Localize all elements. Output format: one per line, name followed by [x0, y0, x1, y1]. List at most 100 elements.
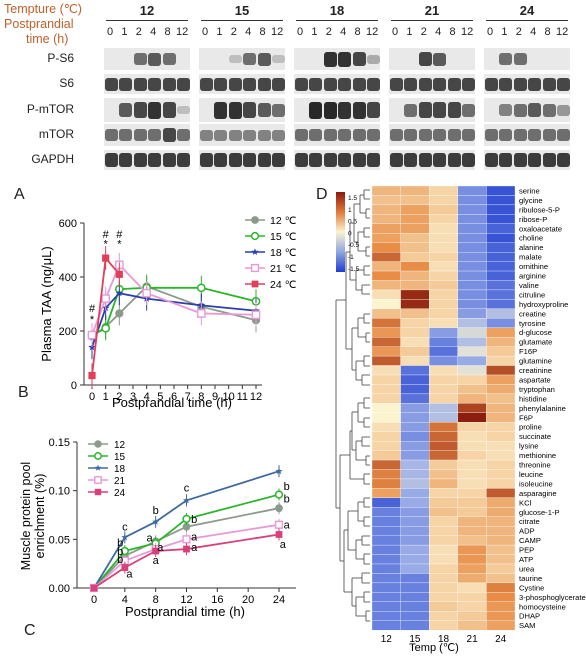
- x-tick-label: 11: [237, 391, 248, 403]
- blot-band: [447, 129, 461, 141]
- blot-band: [162, 53, 176, 65]
- heatmap-cell: [486, 478, 516, 489]
- heatmap-row-label: histidine: [519, 394, 547, 403]
- blot-band: [295, 129, 308, 141]
- heatmap-cell: [486, 611, 516, 621]
- blot-band: [214, 130, 228, 141]
- heatmap-cell: [400, 393, 430, 404]
- heatmap-cell: [400, 242, 430, 253]
- heatmap-cell: [371, 431, 401, 442]
- heatmap-cell: [429, 393, 458, 404]
- heatmap-cell: [400, 526, 430, 536]
- blot-band: [295, 153, 308, 167]
- heatmap-cell: [486, 242, 516, 253]
- blot-group-label: 24: [519, 3, 535, 18]
- blot-band: [499, 53, 513, 65]
- heatmap-cell: [429, 526, 458, 536]
- blot-band: [404, 153, 418, 167]
- colorbar-tick-label: -0.5: [348, 242, 360, 249]
- data-point: [115, 289, 124, 297]
- blot-band: [338, 153, 352, 167]
- heatmap-cell: [486, 346, 516, 357]
- heatmap-cell: [429, 261, 458, 272]
- heatmap-cell: [486, 214, 516, 224]
- heatmap-cell: [457, 204, 487, 215]
- significance-letter: a: [126, 568, 133, 580]
- colorbar-tick-label: 0.5: [348, 219, 357, 226]
- blot-band: [513, 78, 527, 91]
- blot-band: [105, 129, 118, 141]
- blot-timepoint-label: 4: [150, 26, 157, 38]
- blot-timepoint-label: 12: [366, 26, 379, 38]
- heatmap-cell: [457, 337, 487, 347]
- heatmap-cell: [486, 318, 516, 328]
- heatmap-cell: [400, 431, 430, 442]
- blot-band: [309, 129, 323, 141]
- heatmap-cell: [429, 355, 458, 366]
- heatmap-cell: [400, 422, 430, 432]
- heatmap-cell: [486, 526, 516, 536]
- heatmap-row-label: glutamine: [519, 357, 552, 366]
- heatmap-cell: [486, 185, 516, 196]
- enrichment-ylabel-line2: enrichment (%): [33, 474, 47, 559]
- plasma-taa-series: [87, 246, 261, 388]
- colorbar-tick-label: 1.5: [348, 195, 357, 202]
- y-tick-label: 0.10: [49, 486, 70, 498]
- heatmap-cell: [400, 488, 430, 498]
- heatmap-cell: [371, 185, 401, 196]
- x-tick-label: 12: [180, 594, 192, 606]
- blot-timepoint-label: 8: [544, 26, 551, 38]
- blot-band: [148, 53, 162, 66]
- heatmap-cell: [429, 223, 458, 234]
- blot-band: [243, 102, 257, 118]
- blot-group-underline: [486, 20, 568, 21]
- heatmap-cell: [371, 469, 401, 480]
- x-tick-label: 12: [250, 391, 262, 403]
- heatmap-column-label: 15: [409, 634, 421, 645]
- metabolite-heatmap: 1.510.50-0.5-1-1.5 serineglycineribulose…: [335, 185, 586, 654]
- blot-timepoint-label: 1: [501, 26, 508, 38]
- heatmap-cell: [486, 497, 516, 508]
- blot-membrane: [484, 48, 570, 70]
- blot-band: [418, 52, 432, 66]
- heatmap-cell: [371, 308, 401, 319]
- blot-band: [272, 130, 285, 141]
- heatmap-cell: [400, 440, 430, 451]
- heatmap-cell: [371, 592, 401, 602]
- blot-membrane: [104, 48, 190, 70]
- data-point: [251, 216, 259, 224]
- heatmap-cell: [400, 412, 430, 423]
- heatmap-cell: [486, 270, 516, 281]
- heatmap-cell: [371, 422, 401, 432]
- heatmap-cell: [429, 422, 458, 432]
- blot-band: [367, 153, 380, 167]
- heatmap-row-label: lysine: [519, 442, 538, 451]
- heatmap-cell: [400, 563, 430, 574]
- heatmap-row-label: arginine: [519, 272, 546, 281]
- blot-band: [542, 129, 556, 141]
- heatmap-cell: [457, 544, 487, 555]
- heatmap-row-label: asparagine: [519, 489, 557, 498]
- heatmap-cell: [400, 573, 430, 584]
- heatmap-cell: [429, 299, 458, 310]
- blot-band: [352, 102, 366, 119]
- y-tick-label: 600: [59, 218, 77, 230]
- blot-membrane: [199, 98, 285, 122]
- blot-group-label: 18: [329, 3, 345, 18]
- blot-timepoint-label: 2: [325, 26, 332, 38]
- heatmap-cell: [371, 204, 401, 215]
- blot-band: [513, 153, 527, 167]
- blot-timepoint-label: 4: [245, 26, 252, 38]
- heatmap-cell: [371, 374, 401, 385]
- heatmap-cell: [457, 582, 487, 593]
- heatmap-cell: [400, 620, 430, 631]
- heatmap-cell: [400, 299, 430, 310]
- blot-band: [367, 102, 380, 118]
- heatmap-cell: [429, 204, 458, 215]
- blot-band: [309, 78, 323, 91]
- data-point: [115, 270, 123, 278]
- blot-band: [272, 153, 285, 167]
- blot-band: [338, 78, 352, 91]
